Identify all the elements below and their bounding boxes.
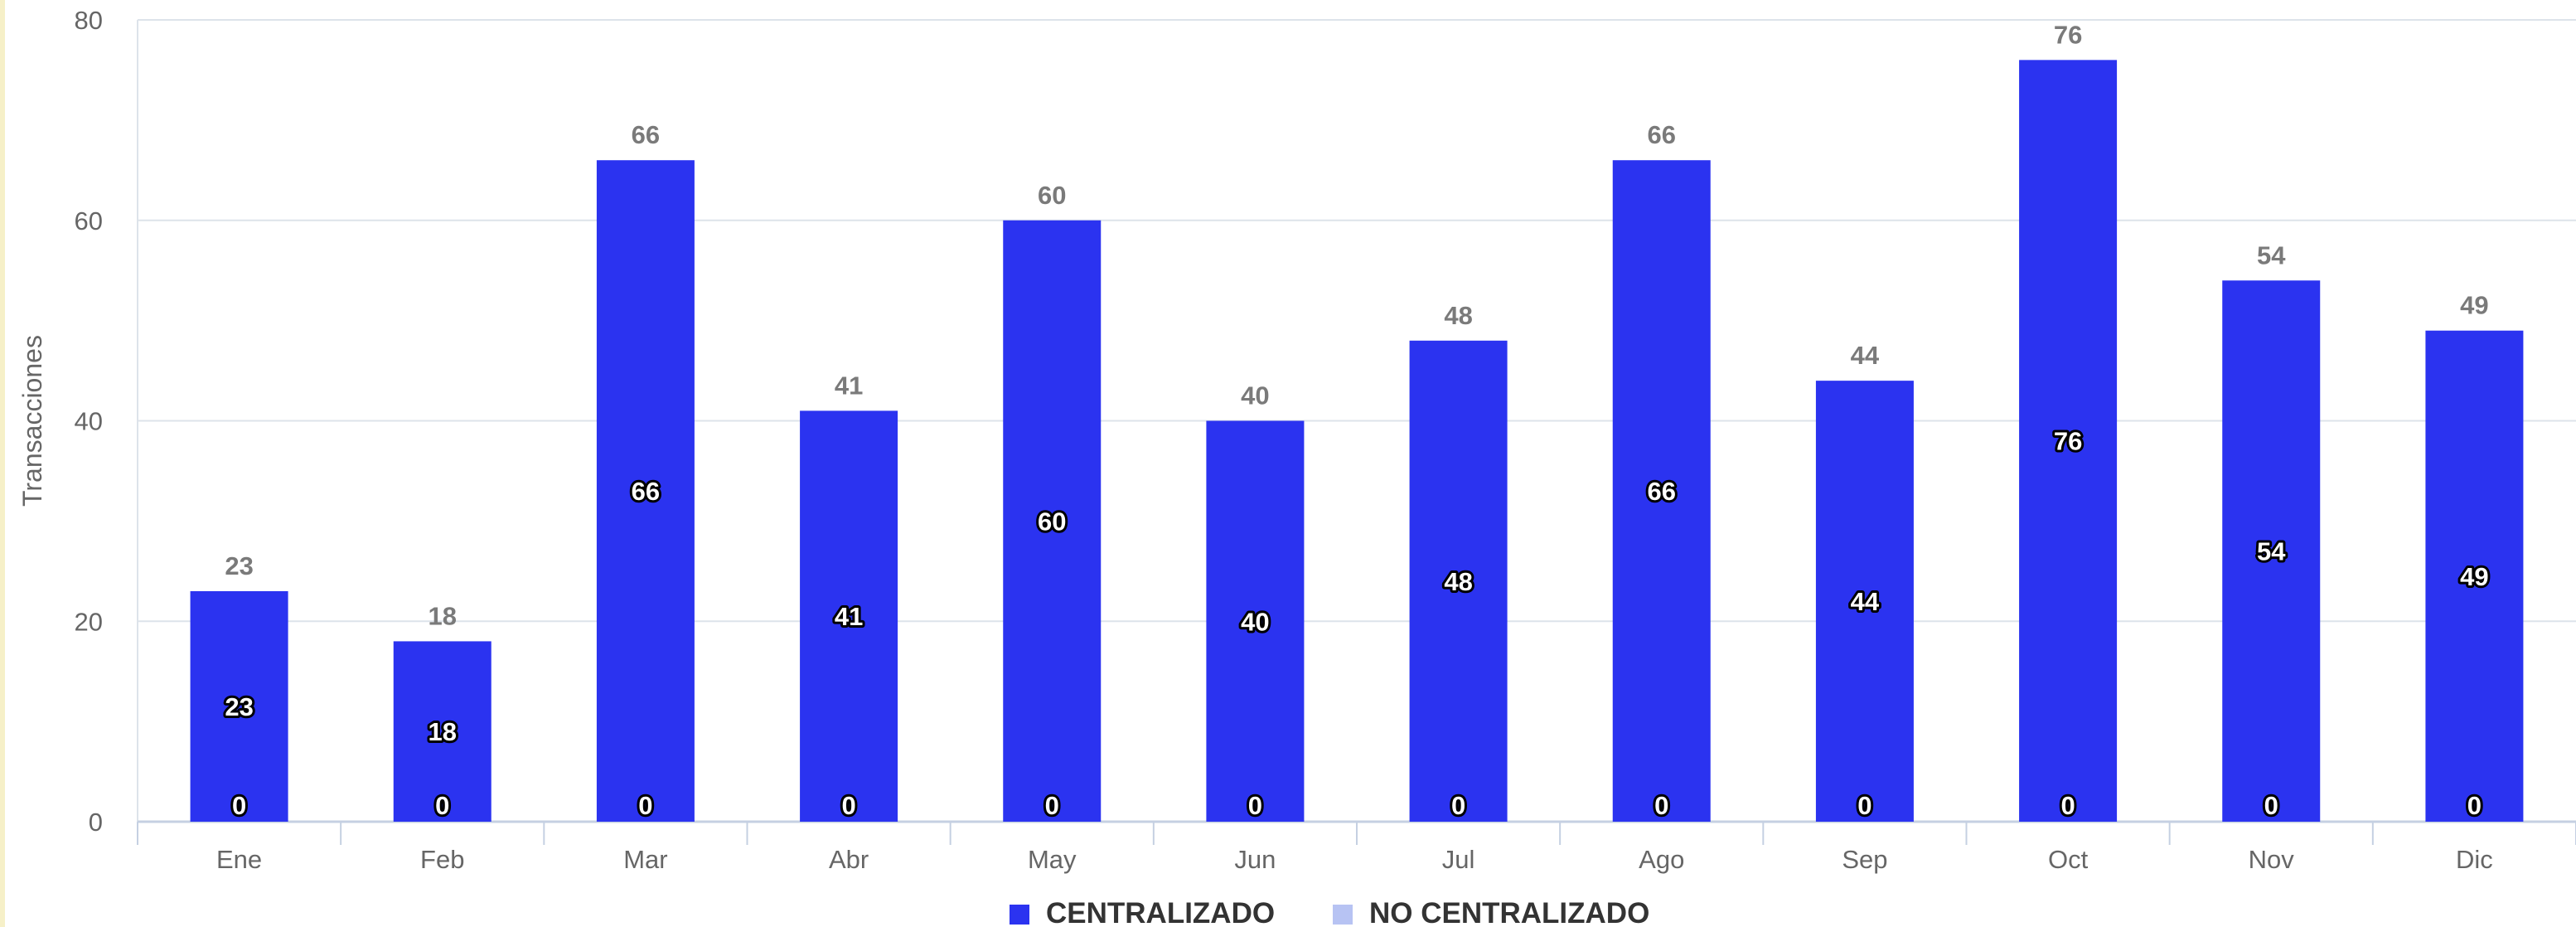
- x-tick-label: Ene: [216, 845, 262, 874]
- bar-centralizado: [2425, 330, 2524, 822]
- legend-swatch: [1333, 905, 1353, 925]
- data-label-centralizado: 60: [1038, 507, 1066, 536]
- data-label-centralizado: 66: [632, 477, 660, 506]
- data-label-total: 23: [225, 551, 253, 580]
- data-label-total: 48: [1444, 301, 1472, 330]
- x-tick-label: Dic: [2456, 845, 2493, 874]
- bar-centralizado: [1206, 420, 1305, 822]
- x-tick-label: Abr: [829, 845, 869, 874]
- bar-centralizado: [190, 590, 288, 822]
- data-label-no-centralizado: 0: [1045, 791, 1059, 820]
- data-labels: 23 0 23 18 0 18 66 0 66 41 0 41 60 0 60 40 0 40 48 0 48 66 0 66…: [222, 20, 2491, 823]
- x-tick-label: Nov: [2249, 845, 2295, 874]
- data-label-total: 49: [2460, 291, 2488, 320]
- data-label-no-centralizado: 0: [1654, 791, 1668, 820]
- legend-item-no-centralizado: NO CENTRALIZADO: [1333, 897, 1649, 927]
- left-edge-strip: [0, 0, 5, 927]
- x-tick-label: Sep: [1842, 845, 1887, 874]
- data-label-centralizado: 54: [2257, 537, 2286, 566]
- data-label-no-centralizado: 0: [1451, 791, 1465, 820]
- legend-label: NO CENTRALIZADO: [1369, 897, 1649, 927]
- y-axis: 0 20 40 60 80: [75, 6, 138, 837]
- data-label-total: 41: [835, 371, 863, 400]
- data-label-no-centralizado: 0: [2264, 791, 2278, 820]
- bar-centralizado: [2222, 280, 2321, 822]
- y-tick-label: 20: [75, 607, 103, 636]
- data-label-total: 66: [1648, 120, 1676, 149]
- data-label-no-centralizado: 0: [232, 791, 246, 820]
- data-label-centralizado: 23: [225, 692, 253, 721]
- bar-centralizado: [596, 160, 695, 823]
- data-label-total: 18: [429, 601, 457, 630]
- legend-item-centralizado: CENTRALIZADO: [1010, 897, 1275, 927]
- bar-centralizado: [393, 641, 491, 822]
- bar-centralizado: [1815, 381, 1914, 822]
- x-axis: Ene Feb Mar Abr May Jun Jul Ago Sep Oct Nov Dic: [137, 820, 2576, 874]
- bar-centralizado: [800, 410, 898, 822]
- bar-centralizado: [1409, 340, 1508, 822]
- data-label-centralizado: 40: [1241, 607, 1269, 636]
- bar-centralizado: [1612, 160, 1711, 823]
- data-label-total: 40: [1241, 381, 1269, 410]
- data-label-no-centralizado: 0: [2467, 791, 2482, 820]
- y-tick-label: 80: [75, 6, 103, 35]
- bar-centralizado: [1003, 220, 1102, 822]
- gridlines: [138, 19, 2576, 623]
- x-tick-label: Mar: [623, 845, 667, 874]
- data-label-centralizado: 18: [429, 717, 457, 746]
- y-tick-label: 60: [75, 206, 103, 235]
- y-tick-label: 40: [75, 407, 103, 436]
- data-label-centralizado: 48: [1444, 567, 1472, 596]
- x-tick-label: Jul: [1442, 845, 1475, 874]
- data-label-total: 66: [632, 120, 660, 149]
- data-label-no-centralizado: 0: [435, 791, 449, 820]
- x-tick-label: Jun: [1234, 845, 1276, 874]
- data-label-no-centralizado: 0: [1248, 791, 1262, 820]
- data-label-total: 76: [2054, 20, 2082, 49]
- data-label-total: 60: [1038, 181, 1066, 210]
- data-label-centralizado: 41: [835, 602, 863, 631]
- data-label-no-centralizado: 0: [638, 791, 652, 820]
- y-tick-label: 0: [89, 808, 103, 837]
- y-axis-title: Transacciones: [17, 335, 47, 507]
- data-label-total: 54: [2257, 240, 2286, 269]
- x-tick-label: Ago: [1639, 845, 1684, 874]
- legend-swatch: [1010, 905, 1029, 925]
- data-label-total: 44: [1851, 341, 1880, 370]
- x-tick-label: May: [1028, 845, 1077, 874]
- data-label-centralizado: 49: [2460, 562, 2488, 591]
- data-label-no-centralizado: 0: [1857, 791, 1871, 820]
- legend-label: CENTRALIZADO: [1046, 897, 1275, 927]
- x-tick-label: Oct: [2048, 845, 2089, 874]
- data-label-centralizado: 76: [2054, 427, 2082, 456]
- legend: CENTRALIZADO NO CENTRALIZADO: [1010, 897, 1649, 927]
- bar-centralizado: [2019, 60, 2118, 823]
- data-label-no-centralizado: 0: [841, 791, 855, 820]
- data-label-no-centralizado: 0: [2060, 791, 2075, 820]
- data-label-centralizado: 44: [1851, 587, 1880, 616]
- bars: [190, 60, 2524, 823]
- x-tick-label: Feb: [420, 845, 464, 874]
- data-label-centralizado: 66: [1648, 477, 1676, 506]
